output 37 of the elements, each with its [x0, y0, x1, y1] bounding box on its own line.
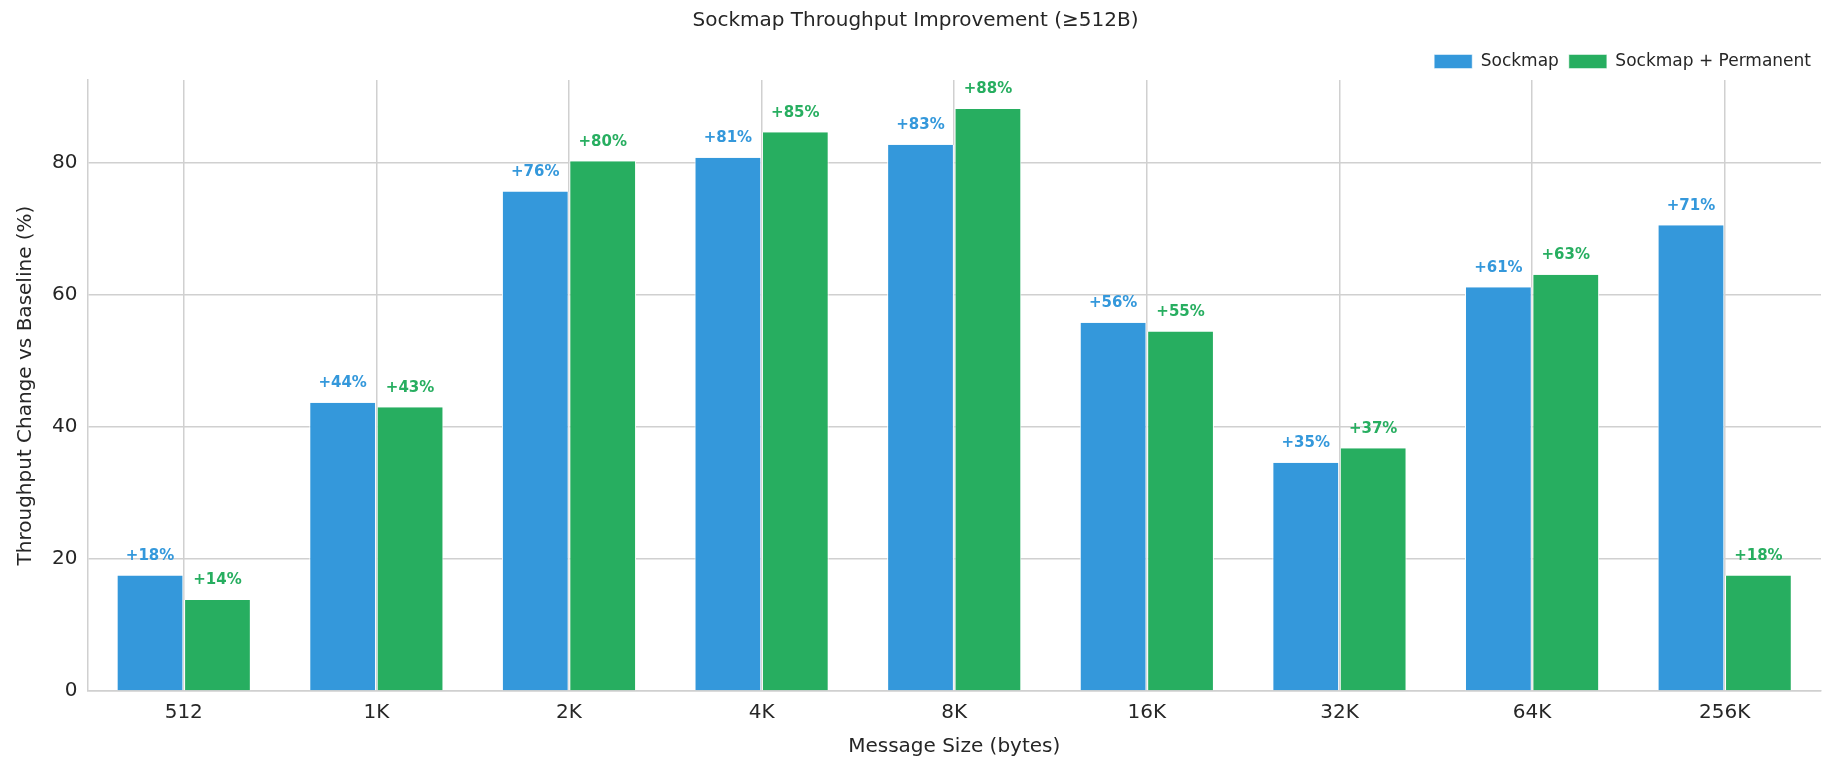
x-tick-label: 2K: [556, 699, 583, 724]
data-label: +80%: [578, 131, 627, 150]
y-tick-label: 80: [52, 149, 78, 174]
data-label: +61%: [1474, 257, 1523, 276]
data-label: +81%: [703, 128, 753, 147]
data-label: +56%: [1088, 293, 1138, 312]
data-label: +14%: [193, 570, 242, 589]
x-tick-label: 256K: [1699, 699, 1752, 724]
y-axis-title: Throughput Change vs Baseline (%): [12, 205, 37, 567]
x-tick-label: 4K: [748, 699, 776, 724]
data-label: +55%: [1156, 301, 1205, 320]
x-tick-label: 1K: [363, 699, 391, 724]
data-label: +18%: [1734, 545, 1783, 564]
data-label: +37%: [1348, 418, 1398, 437]
x-tick-label: 32K: [1320, 699, 1360, 724]
data-label: +18%: [125, 545, 175, 564]
data-label: +63%: [1541, 245, 1591, 264]
x-tick-label: 16K: [1127, 699, 1167, 724]
y-tick-label: 0: [64, 677, 78, 702]
chart-title: Sockmap Throughput Improvement (≥512B): [692, 7, 1139, 32]
y-tick-label: 40: [52, 413, 78, 438]
data-label: +35%: [1281, 433, 1330, 452]
data-label: +76%: [511, 161, 560, 180]
legend-label: Sockmap: [1480, 49, 1559, 70]
x-tick-label: 64K: [1512, 699, 1553, 724]
data-label: +83%: [896, 115, 945, 134]
data-label: +43%: [385, 377, 435, 396]
data-label: +85%: [771, 102, 820, 121]
data-label: +71%: [1666, 195, 1716, 214]
x-axis-title: Message Size (bytes): [848, 733, 1061, 758]
y-tick-label: 60: [52, 281, 78, 306]
x-tick-label: 512: [164, 699, 203, 724]
legend-label: Sockmap + Permanent: [1615, 49, 1812, 70]
data-label: +44%: [318, 373, 367, 392]
x-tick-label: 8K: [941, 699, 969, 724]
data-label: +88%: [963, 79, 1013, 98]
y-tick-label: 20: [52, 545, 78, 570]
